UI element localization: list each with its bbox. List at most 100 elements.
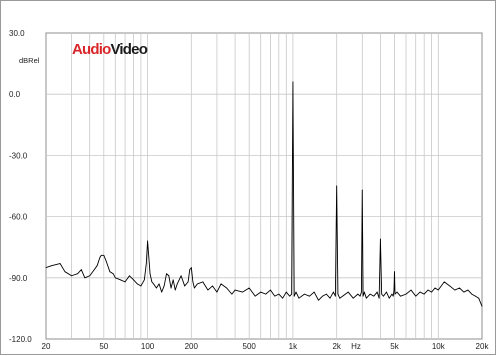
x-tick-label: 500 xyxy=(243,342,257,351)
spectrum-point xyxy=(260,291,262,293)
spectrum-point xyxy=(168,275,170,277)
spectrum-point xyxy=(109,271,111,273)
spectrum-point xyxy=(93,269,95,271)
spectrum-point xyxy=(380,238,381,240)
spectrum-point xyxy=(149,273,151,275)
spectrum-point xyxy=(119,279,121,281)
spectrum-point xyxy=(463,291,465,293)
x-tick-label: 20 xyxy=(42,342,51,351)
spectrum-point xyxy=(419,291,421,293)
spectrum-point xyxy=(322,295,323,297)
spectrum-point xyxy=(363,291,365,293)
spectrum-point xyxy=(216,291,218,293)
spectrum-series-line xyxy=(45,81,483,307)
spectrum-point xyxy=(400,295,401,297)
spectrum-point xyxy=(124,281,126,283)
x-tick-label: 50 xyxy=(99,342,108,351)
spectrum-point xyxy=(437,289,439,291)
spectrum-point xyxy=(318,299,319,301)
audiovideo-logo: AudioVideo xyxy=(72,41,148,58)
y-tick-label: -30.0 xyxy=(9,151,28,160)
grid-lines xyxy=(46,33,482,339)
x-tick-label: 100 xyxy=(141,342,155,351)
x-tick-label: 10k xyxy=(432,342,446,351)
spectrum-point xyxy=(51,265,53,266)
plot-area xyxy=(45,32,483,340)
spectrum-point xyxy=(133,279,134,281)
spectrum-point xyxy=(337,293,339,295)
spectrum-point xyxy=(459,287,460,289)
spectrum-point xyxy=(388,297,390,299)
spectrum-point xyxy=(226,287,228,289)
spectrum-point xyxy=(129,275,130,277)
spectrum-point xyxy=(365,297,367,299)
spectrum-point xyxy=(431,291,432,293)
spectrum-point xyxy=(292,81,294,83)
spectrum-point xyxy=(443,281,445,283)
spectrum-point xyxy=(415,295,417,297)
spectrum-point xyxy=(136,283,138,285)
spectrum-point xyxy=(192,281,194,283)
x-tick-label: 200 xyxy=(185,342,199,351)
spectrum-point xyxy=(376,291,378,293)
spectrum-point xyxy=(394,271,395,273)
x-tick-label: 2k xyxy=(332,342,341,351)
spectrum-point xyxy=(334,295,336,297)
spectrum-point xyxy=(373,295,375,297)
spectrum-point xyxy=(289,295,291,297)
spectrum-point xyxy=(394,293,396,295)
spectrum-point xyxy=(282,297,284,299)
spectrum-point xyxy=(80,269,82,271)
spectrum-point xyxy=(170,287,172,289)
logo-audio-text: Audio xyxy=(72,41,111,58)
spectrum-point xyxy=(352,297,354,299)
series-group xyxy=(45,81,483,307)
spectrum-point xyxy=(471,293,473,295)
spectrum-point xyxy=(161,291,163,293)
spectrum-point xyxy=(329,297,331,299)
y-tick-label: 0.0 xyxy=(9,90,21,99)
y-tick-label: -120.0 xyxy=(9,335,32,344)
x-tick-label: 1k xyxy=(289,342,298,351)
spectrum-point xyxy=(220,283,222,285)
spectrum-point xyxy=(449,285,451,287)
spectrum-point xyxy=(145,263,147,264)
spectrum-point xyxy=(59,263,61,264)
spectrum-point xyxy=(148,257,150,258)
spectrum-point xyxy=(295,291,297,293)
spectrum-point xyxy=(151,281,153,283)
spectrum-point xyxy=(194,287,195,289)
spectrum-point xyxy=(386,291,387,293)
spectrum-point xyxy=(143,279,145,281)
spectrum-point xyxy=(270,289,271,291)
spectrum-point xyxy=(369,293,371,295)
spectrum-point xyxy=(278,293,280,295)
spectrum-point xyxy=(361,189,363,191)
spectrum-point xyxy=(103,254,105,256)
spectrum-point xyxy=(105,261,107,262)
spectrum-point xyxy=(396,291,398,293)
logo-video-text: Video xyxy=(110,41,148,58)
x-tick-label: 5k xyxy=(390,342,399,351)
spectrum-point xyxy=(359,295,361,297)
spectrum-point xyxy=(231,293,233,295)
spectrum-point xyxy=(405,293,407,295)
spectrum-point xyxy=(212,285,213,287)
spectrum-point xyxy=(184,285,186,287)
spectrum-point xyxy=(467,289,469,291)
spectrum-point xyxy=(172,279,174,281)
spectrum-point xyxy=(99,257,101,258)
spectrum-point xyxy=(304,293,305,295)
spectrum-point xyxy=(187,281,189,283)
spectrum-point xyxy=(381,293,383,295)
spectrum-point xyxy=(339,297,341,299)
spectrum-point xyxy=(176,283,178,285)
spectrum-point xyxy=(378,297,380,299)
spectrum-point xyxy=(392,295,394,297)
spectrum-point xyxy=(362,295,364,297)
spectrum-point xyxy=(361,291,362,293)
spectrum-point xyxy=(454,289,456,291)
spectrum-point xyxy=(158,283,160,285)
spectrum-point xyxy=(298,297,300,299)
